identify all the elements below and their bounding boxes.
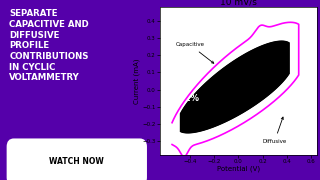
Text: 72.52%: 72.52% — [165, 94, 200, 103]
Text: SEPARATE
CAPACITIVE AND
DIFFUSIVE
PROFILE
CONTRIBUTIONS
IN CYCLIC
VOLTAMMETRY: SEPARATE CAPACITIVE AND DIFFUSIVE PROFIL… — [9, 9, 89, 82]
Text: Diffusive: Diffusive — [262, 117, 287, 144]
X-axis label: Potential (V): Potential (V) — [217, 165, 260, 172]
Text: WATCH NOW: WATCH NOW — [49, 158, 104, 166]
FancyBboxPatch shape — [8, 140, 146, 180]
Polygon shape — [180, 41, 289, 133]
Title: 10 mV/s: 10 mV/s — [220, 0, 257, 6]
Y-axis label: Current (mA): Current (mA) — [133, 58, 140, 104]
Text: Capacitive: Capacitive — [176, 42, 214, 63]
